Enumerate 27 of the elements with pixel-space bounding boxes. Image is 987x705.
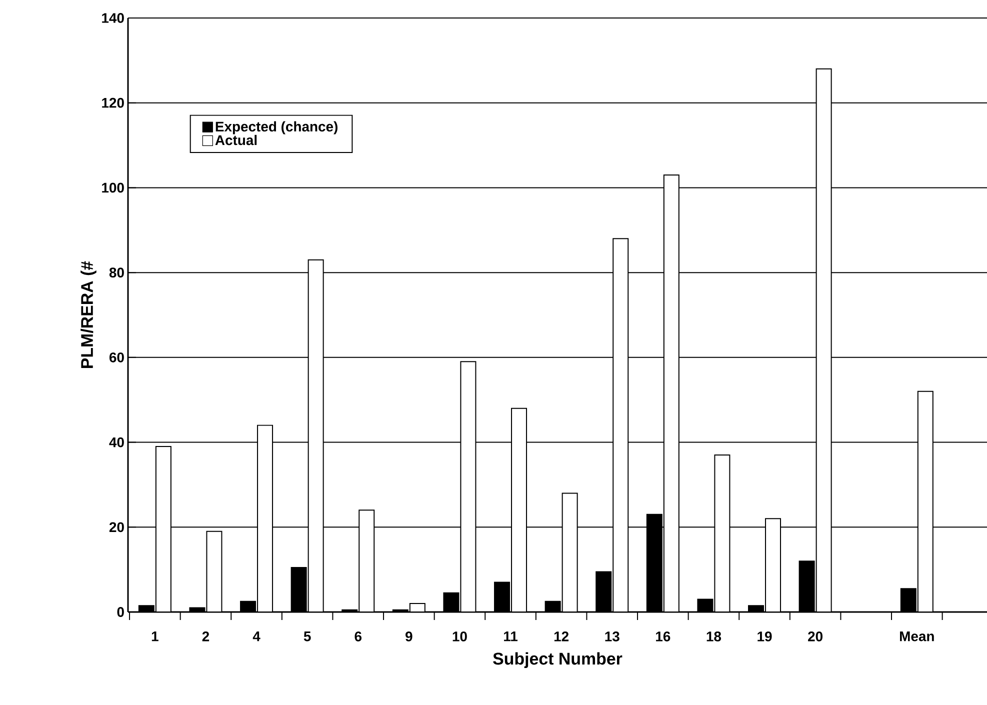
x-tick-label: 10 xyxy=(452,632,467,642)
x-tick-label: 9 xyxy=(406,632,412,642)
y-tick-label: 0 xyxy=(117,607,124,617)
x-tick-label: 5 xyxy=(304,632,311,642)
x-tick-label: 20 xyxy=(808,632,822,642)
x-tick-label: 19 xyxy=(758,632,772,642)
y-tick-label: 80 xyxy=(109,268,124,278)
x-tick-label: 12 xyxy=(554,632,569,642)
y-tick-label: 60 xyxy=(109,352,124,362)
legend-label: Expected (chance) xyxy=(216,121,338,134)
y-tick-label: 120 xyxy=(102,98,124,108)
x-tick-label: 16 xyxy=(656,632,670,642)
x-tick-label: 13 xyxy=(605,632,620,642)
y-tick-label: 20 xyxy=(109,522,124,532)
x-tick-label: 4 xyxy=(252,632,260,642)
y-axis-title: PLM/RERA (# xyxy=(80,261,96,368)
y-tick-label: 100 xyxy=(102,182,124,193)
y-tick-label: 140 xyxy=(102,13,124,23)
x-tick-label: 1 xyxy=(152,632,158,642)
x-axis-title: Subject Number xyxy=(493,652,622,668)
x-tick-label: 6 xyxy=(354,632,362,642)
x-tick-label: 2 xyxy=(202,632,210,642)
legend-label: Actual xyxy=(215,134,257,146)
y-tick-label: 40 xyxy=(109,437,124,448)
x-tick-label: Mean xyxy=(900,632,934,642)
x-tick-label: 11 xyxy=(504,632,518,642)
x-tick-label: 18 xyxy=(706,632,722,642)
